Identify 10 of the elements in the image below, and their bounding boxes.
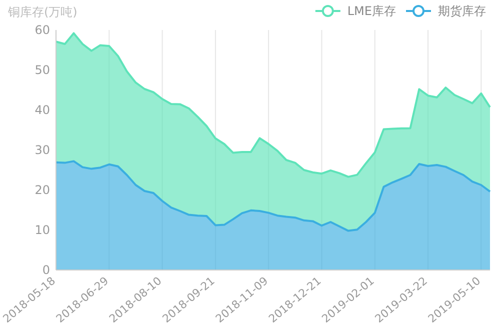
y-tick-label: 30	[34, 143, 50, 157]
y-tick-label: 60	[34, 23, 50, 37]
y-axis-title: 铜库存(万吨)	[7, 5, 78, 19]
legend-label: 期货库存	[438, 4, 486, 18]
y-tick-label: 0	[42, 263, 50, 277]
legend-label: LME库存	[347, 4, 396, 18]
y-tick-label: 20	[34, 183, 50, 197]
y-tick-label: 40	[34, 103, 50, 117]
y-tick-label: 50	[34, 63, 50, 77]
y-tick-label: 10	[34, 223, 50, 237]
